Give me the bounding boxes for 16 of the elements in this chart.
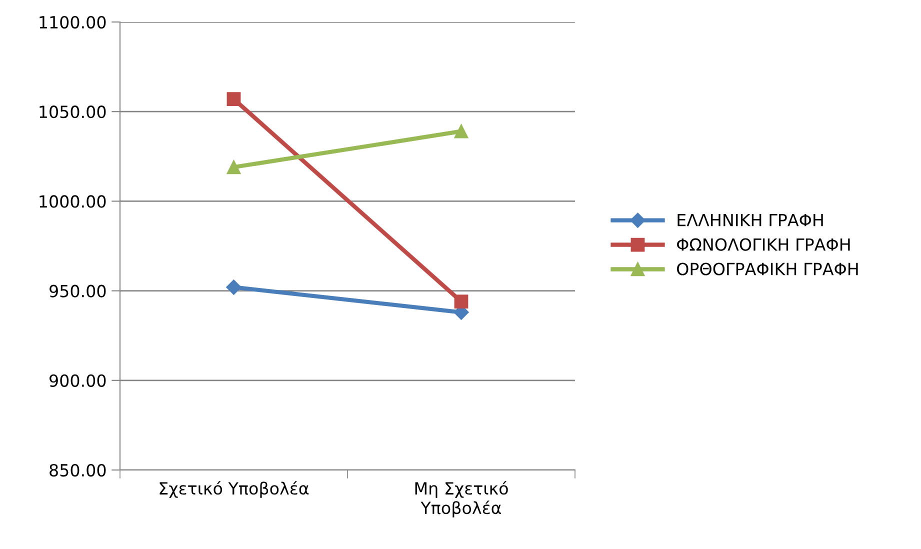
x-tick-label: Μη Σχετικό Υποβολέα <box>415 481 508 518</box>
point <box>226 92 241 106</box>
legend-label: ΦΩΝΟΛΟΓΙΚΗ ΓΡΑΦΗ <box>677 238 850 251</box>
y-tick-label: 1100.00 <box>40 16 106 29</box>
x-tick-label: Σχετικό Υποβολέα <box>160 481 309 498</box>
point <box>454 124 468 138</box>
y-tick-label: 850.00 <box>50 464 106 477</box>
legend-label: ΟΡΘΟΓΡΑΦΙΚΗ ΓΡΑΦΗ <box>677 262 858 276</box>
y-tick-label: 900.00 <box>50 374 106 387</box>
y-tick-label: 1000.00 <box>40 195 106 208</box>
y-tick-label: 1050.00 <box>40 106 106 118</box>
point <box>226 280 242 295</box>
point <box>454 294 468 308</box>
point <box>226 160 241 174</box>
legend-label: ΕΛΛΗΝΙΚΗ ΓΡΑΦΗ <box>678 214 823 226</box>
y-tick-label: 950.00 <box>50 284 106 298</box>
